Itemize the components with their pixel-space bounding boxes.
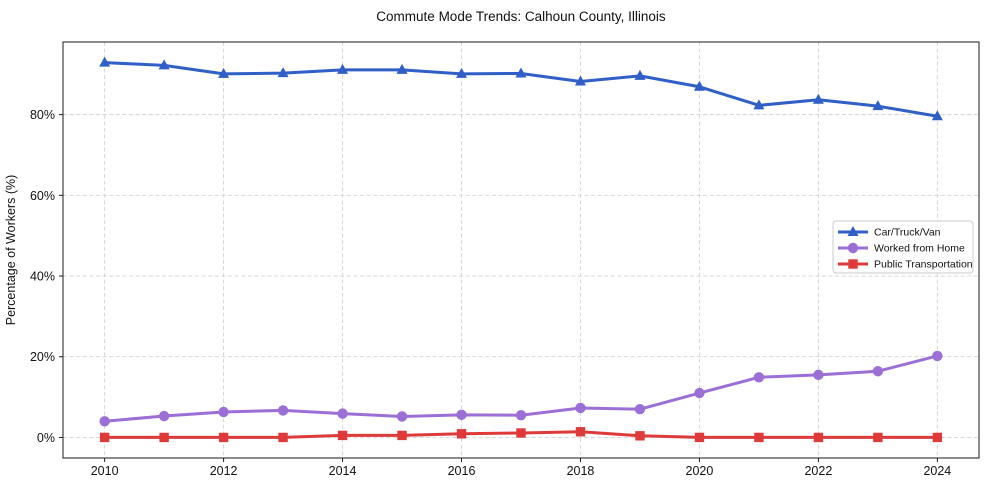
- data-point-car-truck-van: [396, 63, 408, 74]
- y-tick-label: 80%: [30, 108, 55, 122]
- data-point-car-truck-van: [218, 67, 230, 78]
- data-point-public-transportation: [99, 432, 110, 443]
- y-tick-label: 20%: [30, 350, 55, 364]
- y-tick-label: 40%: [30, 270, 55, 284]
- data-point-public-transportation: [337, 430, 348, 441]
- plot-area: 2010 2012 2014 2016 2018 2020 2022 2024 0% 20% 40%…: [30, 41, 980, 478]
- data-point-car-truck-van: [931, 110, 943, 121]
- x-tick-label: 2024: [923, 464, 951, 478]
- x-tick-label: 2018: [567, 464, 595, 478]
- data-point-worked-from-home: [575, 402, 586, 414]
- y-tick-label: 0%: [37, 431, 55, 445]
- legend-label-car-truck-van: Car/Truck/Van: [874, 227, 941, 239]
- data-point-car-truck-van: [158, 59, 170, 70]
- data-point-public-transportation: [575, 427, 586, 437]
- data-point-car-truck-van: [574, 75, 586, 86]
- data-point-worked-from-home: [396, 411, 408, 422]
- data-point-public-transportation: [456, 429, 467, 439]
- data-point-worked-from-home: [277, 405, 289, 416]
- x-tick-label: 2020: [686, 464, 714, 478]
- data-point-public-transportation: [397, 430, 407, 441]
- data-point-public-transportation: [694, 432, 705, 443]
- data-point-car-truck-van: [456, 67, 468, 78]
- data-point-car-truck-van: [634, 69, 646, 80]
- data-point-worked-from-home: [337, 408, 348, 419]
- data-point-public-transportation: [754, 432, 764, 443]
- data-point-worked-from-home: [694, 387, 705, 399]
- data-point-worked-from-home: [218, 406, 229, 418]
- data-point-public-transportation: [516, 428, 526, 438]
- data-point-car-truck-van: [753, 99, 765, 110]
- data-point-public-transportation: [813, 432, 824, 443]
- x-tick-label: 2014: [329, 464, 357, 478]
- data-point-worked-from-home: [515, 410, 527, 421]
- data-point-car-truck-van: [277, 67, 289, 78]
- legend-label-worked-from-home: Worked from Home: [874, 243, 965, 255]
- data-point-public-transportation: [635, 431, 645, 441]
- data-point-public-transportation: [873, 432, 883, 443]
- x-tick-label: 2016: [448, 464, 476, 478]
- x-tick-label: 2022: [804, 464, 832, 478]
- data-point-public-transportation: [218, 432, 229, 443]
- plot-border: [62, 41, 980, 459]
- data-point-public-transportation: [932, 432, 943, 443]
- data-point-worked-from-home: [753, 372, 765, 383]
- data-point-worked-from-home: [813, 369, 824, 381]
- data-point-worked-from-home: [634, 403, 646, 415]
- data-point-worked-from-home: [456, 409, 467, 421]
- data-point-car-truck-van: [515, 67, 527, 78]
- legend-label-public-transportation: Public Transportation: [874, 259, 973, 271]
- data-point-worked-from-home: [872, 366, 884, 377]
- legend-marker-car-truck-van: [847, 226, 859, 236]
- data-point-worked-from-home: [932, 350, 943, 362]
- x-tick-label: 2010: [91, 464, 119, 478]
- chart-title: Commute Mode Trends: Calhoun County, Ill…: [376, 9, 666, 24]
- legend-marker-worked-from-home: [847, 242, 859, 254]
- data-point-car-truck-van: [812, 93, 824, 104]
- legend-box: [832, 220, 974, 274]
- data-point-public-transportation: [159, 432, 169, 443]
- y-axis-label: Percentage of Workers (%): [4, 175, 18, 326]
- data-point-worked-from-home: [158, 410, 170, 422]
- data-point-car-truck-van: [337, 63, 349, 74]
- data-point-worked-from-home: [99, 416, 110, 427]
- data-point-car-truck-van: [693, 80, 705, 91]
- x-tick-label: 2012: [210, 464, 238, 478]
- data-point-car-truck-van: [872, 100, 884, 111]
- y-tick-label: 60%: [30, 189, 55, 203]
- legend-marker-public-transportation: [848, 259, 858, 269]
- data-point-car-truck-van: [99, 56, 111, 67]
- data-point-public-transportation: [278, 432, 288, 443]
